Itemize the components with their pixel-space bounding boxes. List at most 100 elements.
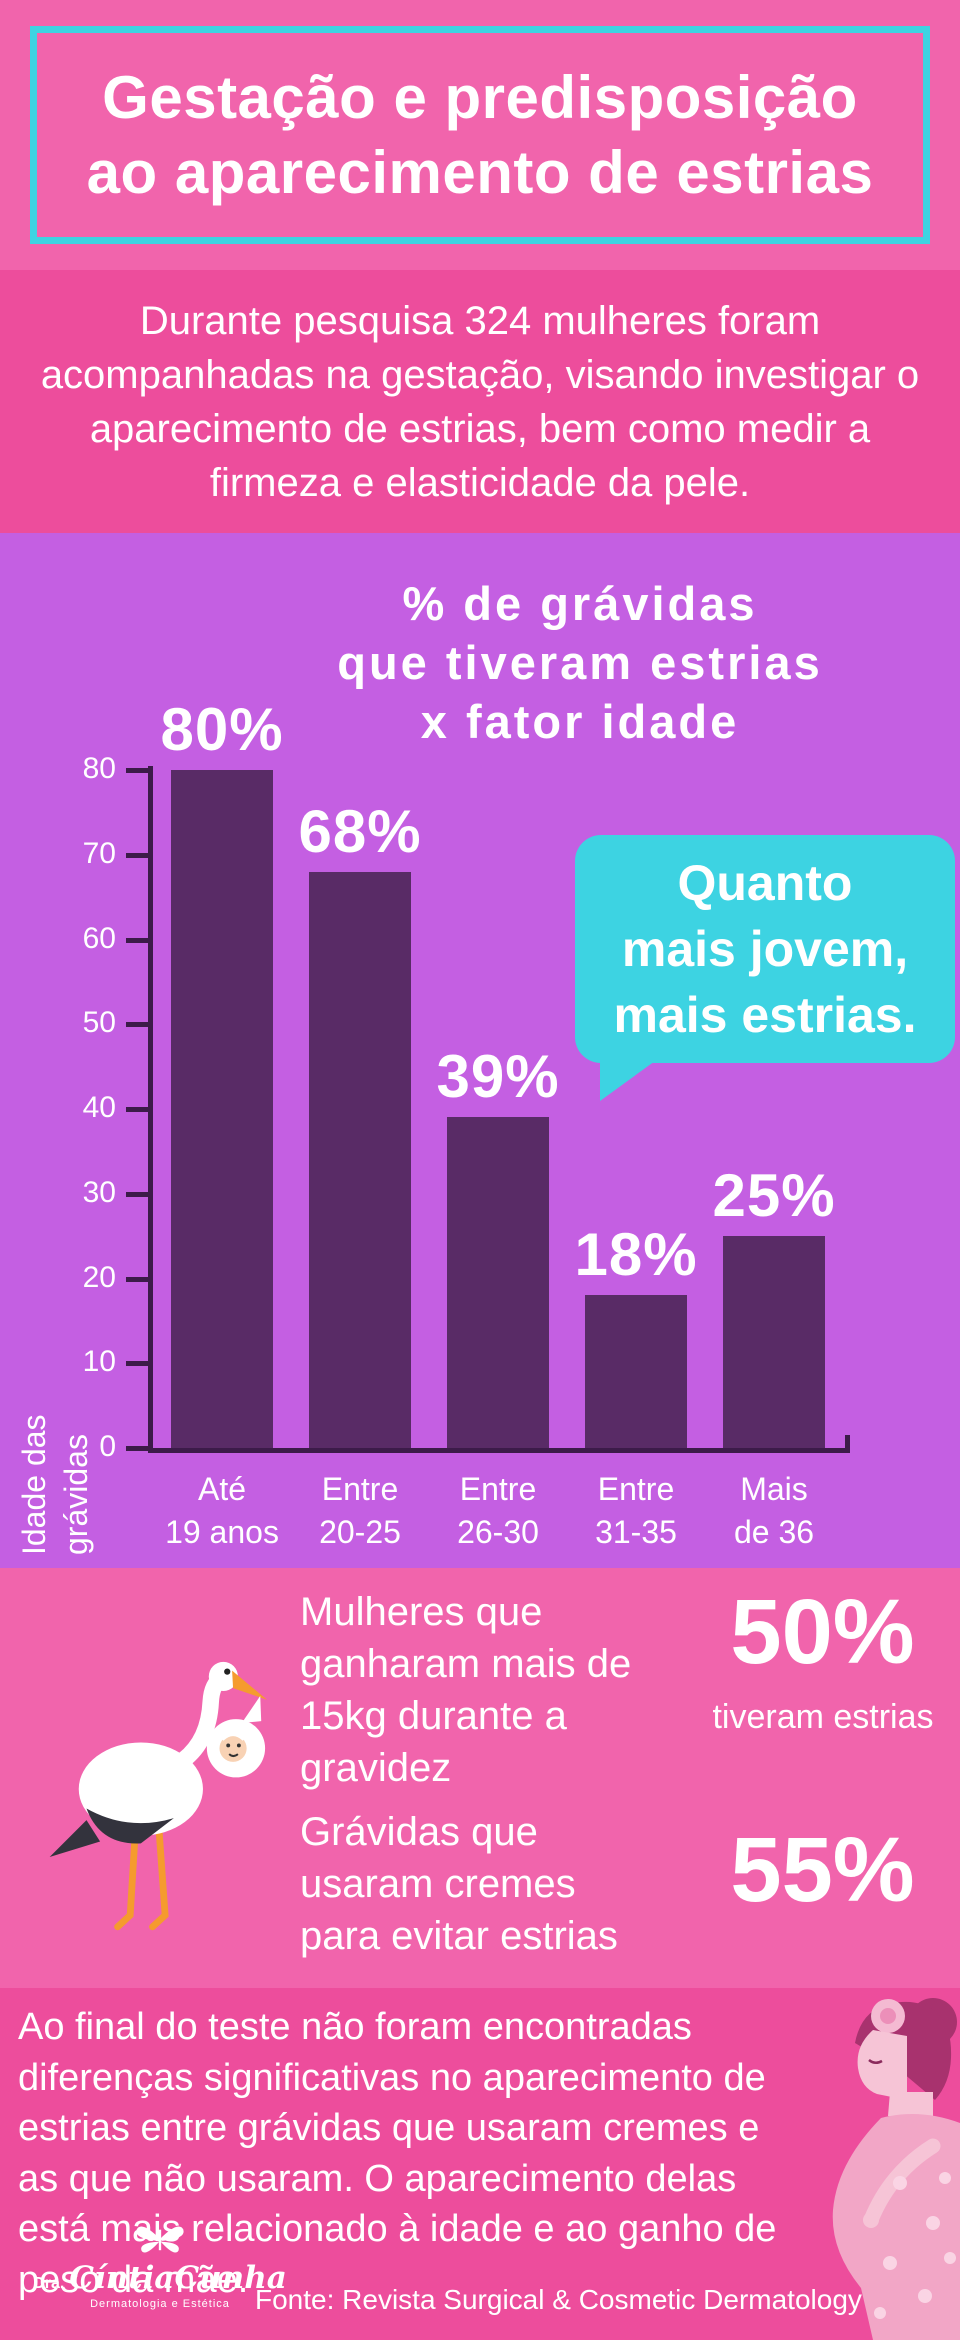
closed-eye bbox=[868, 2059, 883, 2064]
bar-value-label: 80% bbox=[160, 696, 284, 763]
bundle-knot bbox=[241, 1695, 262, 1724]
chart-bar bbox=[447, 1117, 549, 1448]
baby-eye-right bbox=[236, 1743, 241, 1748]
chart-title: % de grávidas que tiveram estrias x fato… bbox=[300, 575, 860, 751]
y-tick-label: 40 bbox=[82, 1091, 116, 1124]
stat2-label-line: para evitar estrias bbox=[300, 1914, 618, 1958]
chart-title-line: que tiveram estrias bbox=[337, 635, 823, 689]
y-tick-label: 50 bbox=[82, 1006, 116, 1040]
stork-body bbox=[78, 1742, 203, 1836]
logo-subtitle: Dermatologia e Estética bbox=[90, 2298, 230, 2310]
hand bbox=[863, 2212, 879, 2228]
chart-title-line: % de grávidas bbox=[402, 577, 758, 630]
stork-beak bbox=[232, 1670, 268, 1700]
conclusion-section: Ao final do teste não foram encontradas … bbox=[0, 1988, 960, 2340]
chart-bar-group: 25% bbox=[705, 770, 843, 1448]
stats-section: Mulheres que ganharam mais de 15kg duran… bbox=[0, 1568, 960, 1988]
stat2-value: 55% bbox=[730, 1819, 915, 1921]
y-tick-label: 70 bbox=[82, 836, 116, 870]
chart-category-label: Até 19 anos bbox=[165, 1471, 279, 1551]
y-tick-mark bbox=[126, 1276, 148, 1282]
chart-x-axis-end-tick bbox=[845, 1435, 850, 1448]
stork-illustration bbox=[49, 1661, 268, 1931]
pregnant-woman-illustration bbox=[832, 1998, 960, 2340]
stat1-label-line: gravidez bbox=[300, 1746, 452, 1790]
page-title-line1: Gestação e predisposição bbox=[102, 64, 858, 131]
source-text: Fonte: Revista Surgical & Cosmetic Derma… bbox=[255, 2284, 862, 2315]
annotation-line: mais estrias. bbox=[613, 987, 917, 1043]
bar-value-label: 68% bbox=[298, 798, 422, 865]
logo-prefix: Dra. bbox=[33, 2275, 65, 2292]
stat1-label: Mulheres que ganharam mais de 15kg duran… bbox=[300, 1586, 631, 1794]
chart-category-label: Entre 26-30 bbox=[457, 1471, 539, 1551]
chart-category-labels: Até 19 anos Entre 20-25 Entre 26-30 Entre 31-35… bbox=[153, 1468, 843, 1554]
chart-section: % de grávidas que tiveram estrias x fato… bbox=[0, 533, 960, 1568]
dress-flowers bbox=[874, 2172, 956, 2319]
stork-head bbox=[208, 1661, 238, 1692]
annotation-bubble-tail bbox=[600, 1061, 655, 1101]
butterfly-icon bbox=[136, 2226, 184, 2253]
chart-y-axis bbox=[148, 766, 153, 1453]
baby-face bbox=[219, 1734, 247, 1762]
stork-legs bbox=[114, 1816, 169, 1931]
dress bbox=[832, 2114, 960, 2340]
y-tick-label: 10 bbox=[82, 1345, 116, 1379]
stat1-note: tiveram estrias bbox=[712, 1698, 934, 1736]
stat1-label-line: ganharam mais de bbox=[300, 1642, 632, 1686]
title-box: Gestação e predisposição ao aparecimento… bbox=[30, 26, 930, 244]
stork-eye bbox=[224, 1668, 231, 1675]
clinic-logo: Dra. CíntiaCunha Dermatologia e Estética bbox=[33, 2220, 287, 2310]
y-tick-label: 80 bbox=[82, 752, 116, 785]
chart-bar bbox=[309, 872, 411, 1448]
y-tick-mark bbox=[126, 1191, 148, 1197]
chart-bar-group: 39% bbox=[429, 770, 567, 1448]
stat1-value: 50% bbox=[730, 1581, 915, 1683]
baby-cap bbox=[219, 1730, 247, 1741]
logo-text-row: Dra. CíntiaCunha bbox=[33, 2260, 287, 2296]
annotation-line: Quanto bbox=[677, 855, 853, 911]
stat2-label: Grávidas que usaram cremes para evitar e… bbox=[300, 1806, 618, 1962]
bar-value-label: 39% bbox=[436, 1043, 560, 1110]
intro-text: Durante pesquisa 324 mulheres foram acom… bbox=[40, 298, 920, 505]
page-title-line2: ao aparecimento de estrias bbox=[86, 139, 874, 206]
chart-bar-group: 68% bbox=[291, 770, 429, 1448]
face bbox=[857, 2030, 907, 2100]
annotation-bubble: Quanto mais jovem, mais estrias. bbox=[575, 835, 955, 1101]
bar-value-label: 25% bbox=[712, 1162, 836, 1229]
y-tick-mark bbox=[126, 768, 148, 773]
baby-eye-left bbox=[226, 1743, 231, 1748]
y-tick-label: 20 bbox=[82, 1260, 116, 1294]
logo-name: CíntiaCunha bbox=[69, 2260, 287, 2296]
hair-flower-inner bbox=[880, 2008, 896, 2024]
stat2-label-line: Grávidas que bbox=[300, 1810, 538, 1854]
chart-title-line: x fator idade bbox=[420, 694, 740, 748]
stat2-label-line: usaram cremes bbox=[300, 1862, 576, 1906]
y-tick-mark bbox=[126, 852, 148, 858]
chart-x-axis bbox=[148, 1448, 850, 1453]
chart-bar-group: 18% bbox=[567, 770, 705, 1448]
chart-bar bbox=[171, 770, 273, 1448]
chart-category-label: Entre 20-25 bbox=[319, 1471, 401, 1551]
chart-bar-group: 80% bbox=[153, 696, 291, 1448]
y-tick-mark bbox=[126, 1446, 148, 1451]
intro-section: Durante pesquisa 324 mulheres foram acom… bbox=[0, 270, 960, 533]
y-tick-mark bbox=[126, 937, 148, 943]
y-tick-mark bbox=[126, 1107, 148, 1112]
annotation-line: mais jovem, bbox=[621, 921, 909, 977]
chart-bar bbox=[585, 1295, 687, 1448]
y-tick-mark bbox=[126, 1022, 148, 1028]
bar-value-label: 18% bbox=[574, 1221, 698, 1288]
y-tick-label: 60 bbox=[82, 921, 116, 955]
chart-bar bbox=[723, 1236, 825, 1448]
header-section: Gestação e predisposição ao aparecimento… bbox=[0, 0, 960, 270]
chart-category-label: Mais de 36 bbox=[733, 1471, 815, 1551]
y-tick-label: 30 bbox=[82, 1175, 116, 1209]
baby-mouth bbox=[228, 1753, 239, 1758]
y-tick-mark bbox=[126, 1361, 148, 1367]
chart-plot: 80% 68% 39% 18% 25% bbox=[153, 696, 843, 1448]
stork-wing bbox=[86, 1808, 174, 1844]
chart-category-label: Entre 31-35 bbox=[595, 1471, 677, 1551]
stat1-label-line: Mulheres que bbox=[300, 1590, 543, 1634]
stork-tail bbox=[49, 1820, 101, 1857]
